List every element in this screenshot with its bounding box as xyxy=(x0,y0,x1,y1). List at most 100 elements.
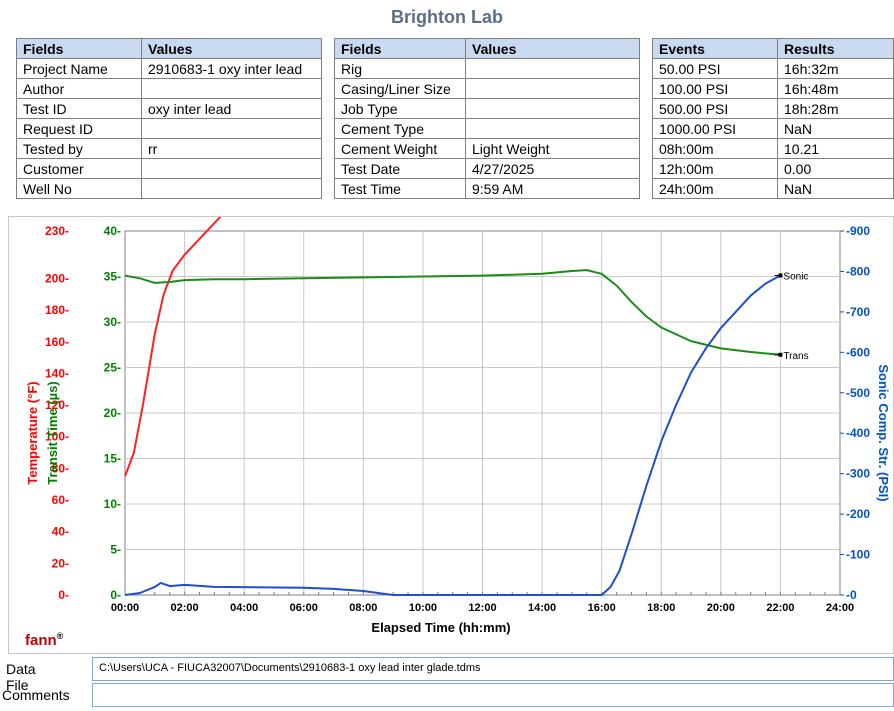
field-cell: Job Type xyxy=(334,98,466,119)
table-row: Test ID oxy inter lead xyxy=(16,98,322,119)
value-cell: 0.00 xyxy=(777,158,894,179)
field-cell: Test Date xyxy=(334,158,466,179)
x-tick-label: 04:00 xyxy=(230,602,258,614)
sonic-tick-label: -100 xyxy=(846,548,870,562)
series-end-label: Trans xyxy=(783,351,808,362)
value-cell: 16h:48m xyxy=(777,78,894,99)
series-end-label: Sonic xyxy=(783,271,808,282)
temperature-tick-label: 80- xyxy=(52,461,69,475)
field-cell: Test Time xyxy=(334,178,466,199)
table-header: Values xyxy=(465,38,640,59)
transit-tick-label: 25- xyxy=(104,361,121,375)
value-cell: 10.21 xyxy=(777,138,894,159)
field-cell: Tested by xyxy=(16,138,142,159)
field-cell: 08h:00m xyxy=(652,138,778,159)
series-line-sonic xyxy=(124,274,781,596)
temperature-tick-label: 230- xyxy=(45,224,69,238)
value-cell xyxy=(141,178,322,199)
field-cell: Cement Type xyxy=(334,118,466,139)
table-row: Cement Type xyxy=(334,118,640,139)
sonic-tick-label: -200 xyxy=(846,507,870,521)
series-end-marker xyxy=(778,352,783,357)
transit-tick-label: 20- xyxy=(104,406,121,420)
x-axis-label: Elapsed Time (hh:mm) xyxy=(371,620,510,635)
table-row: Author xyxy=(16,78,322,99)
table-row: Test Date 4/27/2025 xyxy=(334,158,640,179)
x-tick-label: 14:00 xyxy=(528,602,556,614)
table-row: Test Time 9:59 AM xyxy=(334,178,640,199)
transit-tick-label: 30- xyxy=(104,315,121,329)
value-cell: 4/27/2025 xyxy=(465,158,640,179)
events-results-table: Events Results 50.00 PSI 16h:32m 100.00 PS… xyxy=(652,38,894,199)
table-header: Events xyxy=(652,38,778,59)
sonic-tick-label: -800 xyxy=(846,264,870,278)
temperature-tick-label: 160- xyxy=(45,335,69,349)
fann-logo: fann® xyxy=(25,631,64,649)
sonic-tick-label: -500 xyxy=(846,386,870,400)
x-tick-label: 08:00 xyxy=(349,602,377,614)
x-tick-label: 02:00 xyxy=(171,602,199,614)
sonic-tick-label: -600 xyxy=(846,345,870,359)
table-row: Customer xyxy=(16,158,322,179)
field-cell: Project Name xyxy=(16,58,142,79)
value-cell: 18h:28m xyxy=(777,98,894,119)
value-cell: oxy inter lead xyxy=(141,98,322,119)
sonic-tick-label: -700 xyxy=(846,305,870,319)
field-cell: 12h:00m xyxy=(652,158,778,179)
sonic-axis-label: Sonic Comp. Str. (PSI) xyxy=(876,364,891,501)
table-header: Results xyxy=(777,38,894,59)
chart-canvas: 00:00 02:00 04:00 06:00 08:00 10:00 12:00 14:00… xyxy=(25,187,891,649)
data-file-field[interactable]: C:\Users\UCA - FIUCA32007\Documents\2910… xyxy=(92,657,894,681)
x-tick-label: 10:00 xyxy=(409,602,437,614)
table-row: Project Name 2910683-1 oxy inter lead xyxy=(16,58,322,79)
value-cell: Light Weight xyxy=(465,138,640,159)
sonic-tick-label: -300 xyxy=(846,467,870,481)
temperature-tick-label: 0- xyxy=(58,588,69,602)
report-title: Brighton Lab xyxy=(391,7,503,27)
x-tick-label: 22:00 xyxy=(766,602,794,614)
field-cell: Request ID xyxy=(16,118,142,139)
value-cell: 2910683-1 oxy inter lead xyxy=(141,58,322,79)
value-cell: rr xyxy=(141,138,322,159)
value-cell: 16h:32m xyxy=(777,58,894,79)
value-cell xyxy=(465,98,640,119)
chart-panel: 00:00 02:00 04:00 06:00 08:00 10:00 12:00 14:00… xyxy=(8,187,894,654)
table-row: 08h:00m 10.21 xyxy=(652,138,894,159)
transit-tick-label: 5- xyxy=(110,543,121,557)
transit-tick-label: 15- xyxy=(104,452,121,466)
table-header: Fields xyxy=(334,38,466,59)
job-fields-table: Fields Values Rig Casing/Liner Size Job Ty… xyxy=(334,38,640,199)
sonic-tick-label: -900 xyxy=(846,224,870,238)
value-cell: NaN xyxy=(777,118,894,139)
field-cell: 500.00 PSI xyxy=(652,98,778,119)
field-cell: 100.00 PSI xyxy=(652,78,778,99)
value-cell: 9:59 AM xyxy=(465,178,640,199)
temperature-tick-label: 100- xyxy=(45,430,69,444)
table-header: Values xyxy=(141,38,322,59)
value-cell xyxy=(141,78,322,99)
table-row: Job Type xyxy=(334,98,640,119)
table-row: Cement Weight Light Weight xyxy=(334,138,640,159)
x-tick-label: 12:00 xyxy=(468,602,496,614)
value-cell: NaN xyxy=(777,178,894,199)
field-cell: Rig xyxy=(334,58,466,79)
x-tick-label: 00:00 xyxy=(111,602,139,614)
table-row: 500.00 PSI 18h:28m xyxy=(652,98,894,119)
data-file-label: Data File xyxy=(6,661,36,693)
value-cell xyxy=(465,78,640,99)
temperature-tick-label: 180- xyxy=(45,303,69,317)
table-header: Fields xyxy=(16,38,142,59)
field-cell: Test ID xyxy=(16,98,142,119)
comments-field[interactable] xyxy=(92,683,894,707)
value-cell xyxy=(465,118,640,139)
x-tick-label: 18:00 xyxy=(647,602,675,614)
sonic-tick-label: -400 xyxy=(846,426,870,440)
transit-tick-label: 0- xyxy=(110,588,121,602)
temperature-tick-label: 60- xyxy=(52,493,69,507)
x-tick-label: 24:00 xyxy=(826,602,854,614)
value-cell xyxy=(141,118,322,139)
temperature-tick-label: 20- xyxy=(52,556,69,570)
table-row: Rig xyxy=(334,58,640,79)
field-cell: 24h:00m xyxy=(652,178,778,199)
field-cell: Author xyxy=(16,78,142,99)
